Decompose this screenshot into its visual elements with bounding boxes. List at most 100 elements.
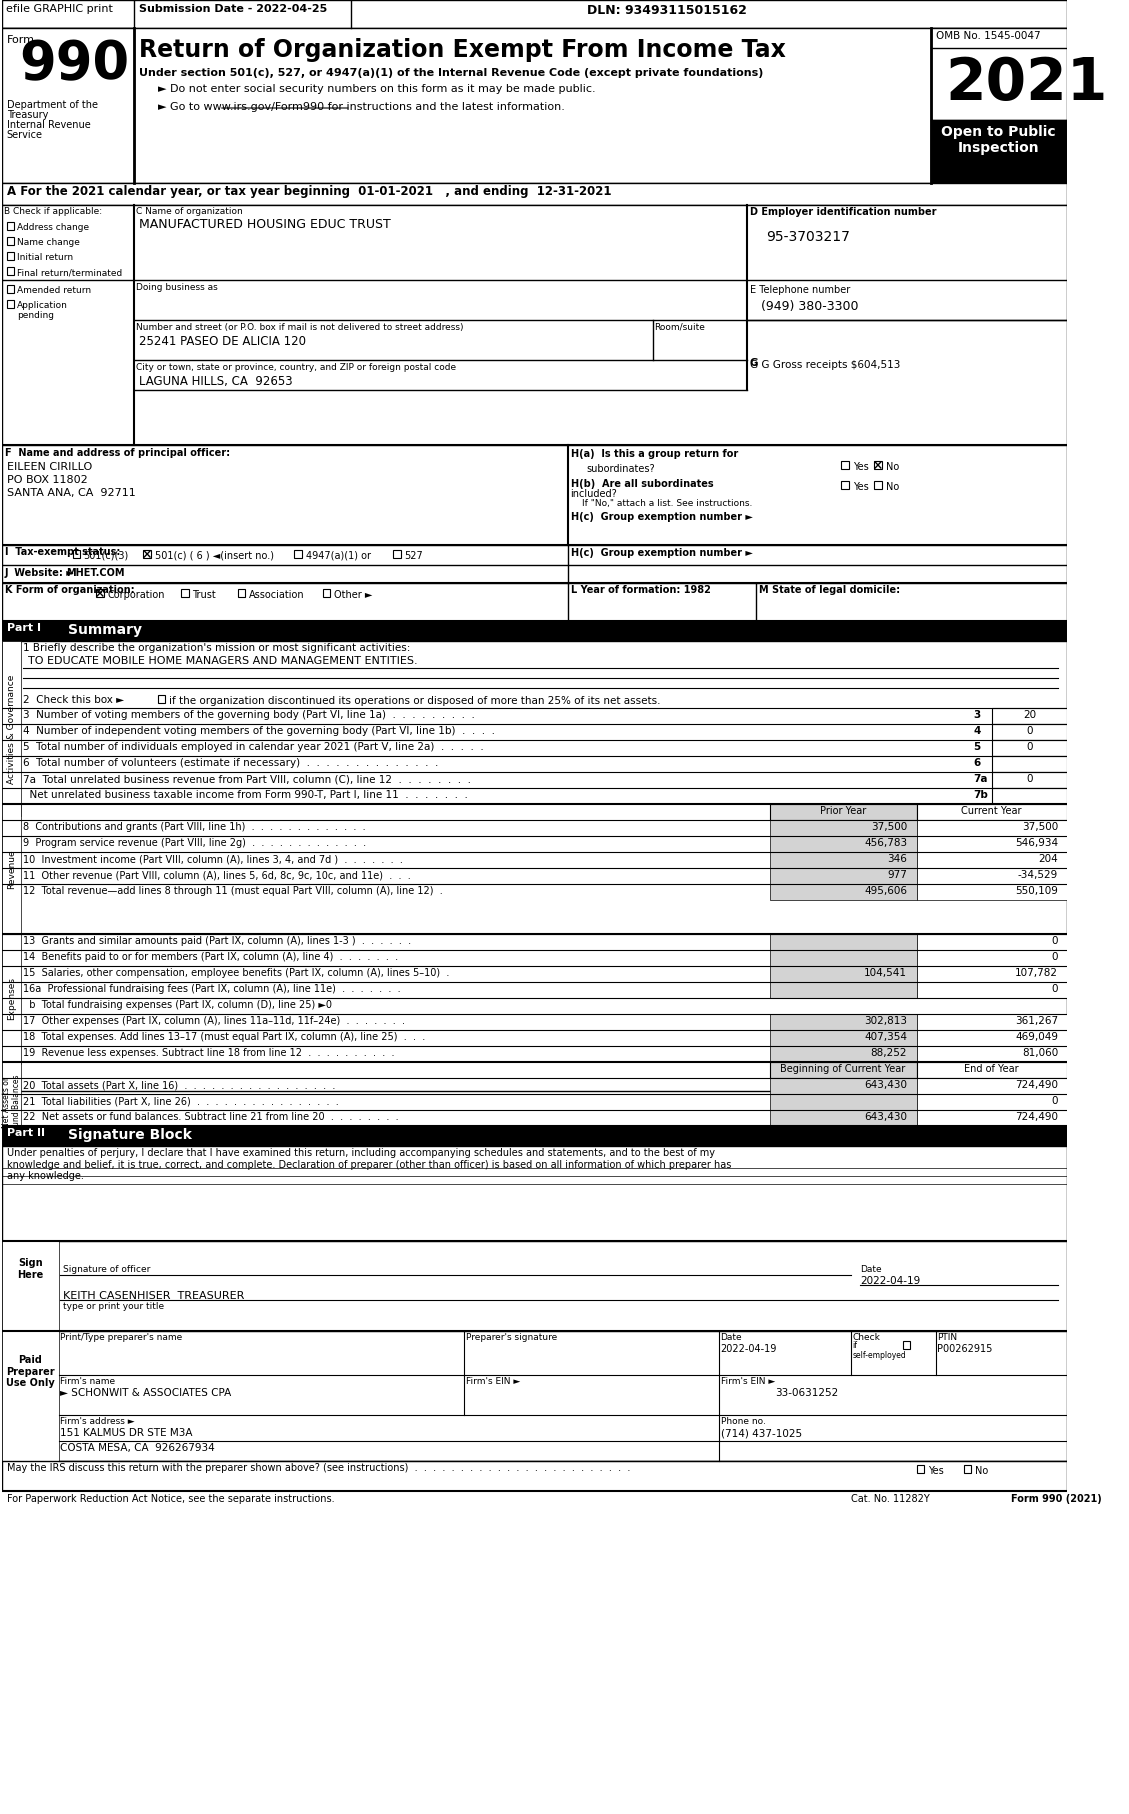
Text: 990: 990 xyxy=(19,38,129,91)
Text: L Year of formation: 1982: L Year of formation: 1982 xyxy=(570,584,710,595)
Text: Firm's name: Firm's name xyxy=(61,1377,115,1386)
Text: 0: 0 xyxy=(1026,742,1033,753)
Text: 37,500: 37,500 xyxy=(1022,822,1058,833)
Text: Signature Block: Signature Block xyxy=(68,1128,192,1143)
Bar xyxy=(992,756,1067,773)
Text: 19  Revenue less expenses. Subtract line 18 from line 12  .  .  .  .  .  .  .  .: 19 Revenue less expenses. Subtract line … xyxy=(23,1048,394,1058)
Bar xyxy=(158,695,165,704)
Text: 33-0631252: 33-0631252 xyxy=(776,1388,839,1399)
Bar xyxy=(770,1110,917,1126)
Bar xyxy=(7,299,15,308)
Bar xyxy=(295,550,301,559)
Text: OMB No. 1545-0047: OMB No. 1545-0047 xyxy=(936,31,1040,42)
Bar xyxy=(7,285,15,294)
Text: Phone no.: Phone no. xyxy=(720,1417,765,1426)
Text: 1 Briefly describe the organization's mission or most significant activities:: 1 Briefly describe the organization's mi… xyxy=(23,642,410,653)
Text: 469,049: 469,049 xyxy=(1015,1032,1058,1041)
Text: Submission Date - 2022-04-25: Submission Date - 2022-04-25 xyxy=(139,4,327,15)
Text: Service: Service xyxy=(7,131,43,140)
Bar xyxy=(2,582,1067,620)
Text: D Employer identification number: D Employer identification number xyxy=(750,207,936,218)
Text: Other ►: Other ► xyxy=(334,590,373,600)
Bar xyxy=(992,724,1067,740)
Text: 15  Salaries, other compensation, employee benefits (Part IX, column (A), lines : 15 Salaries, other compensation, employe… xyxy=(23,969,449,978)
Text: 20: 20 xyxy=(1023,709,1036,720)
Bar xyxy=(917,1094,1067,1110)
Text: TO EDUCATE MOBILE HOME MANAGERS AND MANAGEMENT ENTITIES.: TO EDUCATE MOBILE HOME MANAGERS AND MANA… xyxy=(28,657,418,666)
Text: Firm's address ►: Firm's address ► xyxy=(61,1417,135,1426)
Text: Form 990 (2021): Form 990 (2021) xyxy=(1010,1495,1102,1504)
Text: COSTA MESA, CA  926267934: COSTA MESA, CA 926267934 xyxy=(61,1442,216,1453)
Bar xyxy=(964,1466,971,1473)
Bar xyxy=(770,836,917,853)
Text: 14  Benefits paid to or for members (Part IX, column (A), line 4)  .  .  .  .  .: 14 Benefits paid to or for members (Part… xyxy=(23,952,397,961)
Text: 2022-04-19: 2022-04-19 xyxy=(720,1344,777,1353)
Text: Department of the: Department of the xyxy=(7,100,98,111)
Bar xyxy=(2,27,134,183)
Bar xyxy=(917,1061,1067,1078)
Text: 151 KALMUS DR STE M3A: 151 KALMUS DR STE M3A xyxy=(61,1428,193,1439)
Bar xyxy=(917,1078,1067,1094)
Text: M State of legal domicile:: M State of legal domicile: xyxy=(759,584,900,595)
Text: Signature of officer: Signature of officer xyxy=(63,1264,150,1273)
Bar xyxy=(770,981,917,998)
Text: Net unrelated business taxable income from Form 990-T, Part I, line 11  .  .  . : Net unrelated business taxable income fr… xyxy=(23,791,467,800)
Bar xyxy=(770,934,917,951)
Bar xyxy=(992,787,1067,804)
Bar xyxy=(770,967,917,981)
Text: 0: 0 xyxy=(1051,1096,1058,1107)
Text: Under penalties of perjury, I declare that I have examined this return, includin: Under penalties of perjury, I declare th… xyxy=(7,1148,732,1181)
Bar xyxy=(992,707,1067,724)
Bar xyxy=(917,883,1067,900)
Text: EILEEN CIRILLO: EILEEN CIRILLO xyxy=(7,463,91,472)
Text: Firm's EIN ►: Firm's EIN ► xyxy=(466,1377,520,1386)
Text: 7a: 7a xyxy=(973,775,988,784)
Text: For Paperwork Reduction Act Notice, see the separate instructions.: For Paperwork Reduction Act Notice, see … xyxy=(7,1495,334,1504)
Bar xyxy=(2,640,1067,1090)
Text: ► Go to www.irs.gov/Form990 for instructions and the latest information.: ► Go to www.irs.gov/Form990 for instruct… xyxy=(158,102,564,112)
Text: Summary: Summary xyxy=(68,622,142,637)
Text: 95-3703217: 95-3703217 xyxy=(765,230,850,245)
Text: 407,354: 407,354 xyxy=(864,1032,908,1041)
Text: 11  Other revenue (Part VIII, column (A), lines 5, 6d, 8c, 9c, 10c, and 11e)  . : 11 Other revenue (Part VIII, column (A),… xyxy=(23,871,411,880)
Text: Trust: Trust xyxy=(192,590,216,600)
Text: E Telephone number: E Telephone number xyxy=(750,285,850,296)
Bar xyxy=(770,1030,917,1047)
Text: Return of Organization Exempt From Income Tax: Return of Organization Exempt From Incom… xyxy=(139,38,786,62)
Text: K Form of organization:: K Form of organization: xyxy=(5,584,134,595)
Text: if the organization discontinued its operations or disposed of more than 25% of : if the organization discontinued its ope… xyxy=(169,697,660,706)
Bar xyxy=(2,544,1067,582)
Text: Part I: Part I xyxy=(7,622,41,633)
Bar xyxy=(72,550,80,559)
Text: Activities & Governance: Activities & Governance xyxy=(7,675,16,784)
Text: 0: 0 xyxy=(1051,936,1058,945)
Text: 4  Number of independent voting members of the governing body (Part VI, line 1b): 4 Number of independent voting members o… xyxy=(23,726,495,736)
Text: Yes: Yes xyxy=(852,483,868,492)
Text: Revenue: Revenue xyxy=(7,849,16,889)
Text: 527: 527 xyxy=(404,551,423,561)
Bar xyxy=(2,1491,1067,1517)
Text: Amended return: Amended return xyxy=(17,287,91,296)
Text: 550,109: 550,109 xyxy=(1015,885,1058,896)
Text: type or print your title: type or print your title xyxy=(63,1302,165,1312)
Text: 22  Net assets or fund balances. Subtract line 21 from line 20  .  .  .  .  .  .: 22 Net assets or fund balances. Subtract… xyxy=(23,1112,399,1123)
Bar xyxy=(917,804,1067,820)
Bar xyxy=(917,981,1067,998)
Text: Firm's EIN ►: Firm's EIN ► xyxy=(720,1377,774,1386)
Text: 9  Program service revenue (Part VIII, line 2g)  .  .  .  .  .  .  .  .  .  .  .: 9 Program service revenue (Part VIII, li… xyxy=(23,838,366,847)
Text: C Name of organization: C Name of organization xyxy=(135,207,243,216)
Text: H(a)  Is this a group return for: H(a) Is this a group return for xyxy=(570,450,738,459)
Bar xyxy=(2,934,20,1065)
Text: Print/Type preparer's name: Print/Type preparer's name xyxy=(61,1333,183,1342)
Bar xyxy=(992,740,1067,756)
Bar xyxy=(7,267,15,276)
Bar xyxy=(917,967,1067,981)
Text: 361,267: 361,267 xyxy=(1015,1016,1058,1027)
Text: SANTA ANA, CA  92711: SANTA ANA, CA 92711 xyxy=(7,488,135,499)
Text: 7b: 7b xyxy=(973,791,988,800)
Bar xyxy=(992,773,1067,787)
Text: 4947(a)(1) or: 4947(a)(1) or xyxy=(306,551,370,561)
Text: 501(c)(3): 501(c)(3) xyxy=(84,551,129,561)
Text: Prior Year: Prior Year xyxy=(820,805,866,816)
Text: 5: 5 xyxy=(973,742,980,753)
